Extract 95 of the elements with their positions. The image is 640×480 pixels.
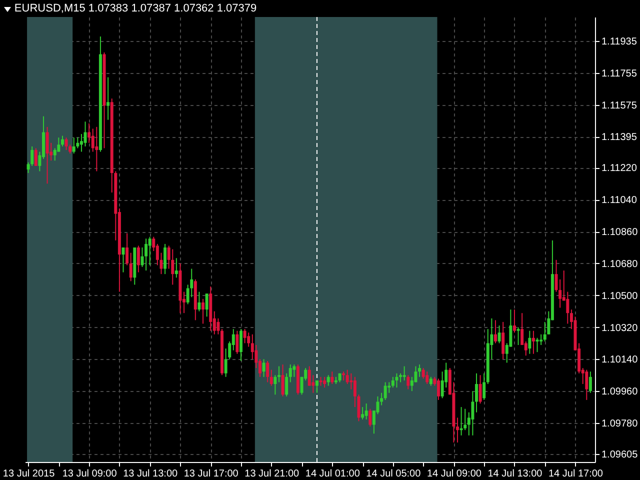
candlestick [164,243,167,275]
candlestick [528,330,532,354]
candlestick [60,135,64,147]
y-tick-label: 1.10320 [602,322,638,334]
candlestick [391,376,394,388]
candlestick [456,417,459,443]
candlestick [80,134,83,152]
candlestick [585,369,588,400]
y-tick-label: 1.11575 [602,100,638,112]
candlestick [95,126,98,172]
candlestick [236,330,239,354]
x-tick-label: 14 Jul 17:00 [548,468,604,480]
x-tick-label: 14 Jul 13:00 [488,468,543,480]
candlestick [126,232,129,266]
candlestick [437,378,440,400]
candlestick [277,366,280,383]
candlestick [129,252,132,282]
candlestick [512,309,516,334]
candlestick [266,360,270,383]
candlestick [53,148,56,162]
candlestick [239,328,242,362]
candlestick [380,392,384,406]
candlestick [418,364,422,378]
candlestick [106,76,110,120]
candlestick [543,321,546,342]
candlestick [174,258,178,278]
candlestick [274,374,277,396]
candlestick [136,245,140,273]
candlestick [202,298,205,324]
candlestick [516,326,520,346]
y-tick-label: 1.09780 [602,418,638,430]
candlestick [361,406,364,420]
y-tick-label: 1.11755 [602,68,638,80]
candlestick [474,372,478,413]
candlestick [34,148,38,166]
candlestick [588,371,592,394]
x-tick-label: 14 Jul 01:00 [305,468,360,480]
candlestick [288,364,292,383]
x-tick-label: 14 Jul 09:00 [426,468,482,480]
x-tick-label: 13 Jul 17:00 [184,468,239,480]
y-tick-label: 1.10680 [602,258,638,270]
x-tick-label: 14 Jul 05:00 [366,468,422,480]
candlestick [122,246,125,273]
candlestick [368,408,372,428]
x-tick-label: 13 Jul 2015 [2,468,56,480]
candlestick [326,374,330,386]
y-tick-label: 1.11395 [602,132,638,144]
candlestick [478,374,482,404]
y-tick-label: 1.11935 [602,36,638,48]
candlestick [482,372,486,400]
candlestick [566,291,570,324]
candlestick [315,380,318,394]
y-tick-label: 1.11220 [602,163,638,174]
candlestick [270,369,273,386]
candlestick [144,238,148,272]
candlestick [384,382,387,400]
candlestick [247,332,250,348]
candlestick [281,364,284,397]
candlestick [243,328,246,344]
x-tick-label: 13 Jul 13:00 [123,468,178,480]
y-tick-label: 1.09960 [602,386,638,398]
candlestick [471,390,474,436]
candlestick [540,334,543,346]
y-tick-label: 1.11040 [602,195,638,206]
candlestick [426,371,429,384]
candlestick [171,248,174,286]
candlestick [46,126,49,184]
candlestick [498,324,501,344]
candlestick [198,291,201,312]
y-tick-label: 1.10860 [602,227,638,238]
candlestick [285,372,288,397]
candlestick [536,337,539,353]
candlestick [64,137,68,150]
candlestick [330,371,334,384]
candlestick [262,358,266,378]
candlestick [140,246,144,268]
candlestick [406,374,410,390]
candlestick [84,121,87,147]
candlestick [72,137,76,154]
y-tick-label: 1.10500 [602,290,638,302]
candlestick [205,293,208,318]
candlestick [402,366,406,381]
candlestick [395,372,398,388]
candlestick [323,376,326,388]
candlestick [494,320,497,344]
candlestick [364,402,368,420]
candlestick [148,236,152,266]
candlestick [502,321,505,360]
y-tick-label: 1.09605 [602,450,638,461]
candlestick [216,318,220,335]
candlestick [532,330,535,354]
x-tick-label: 13 Jul 09:00 [62,468,118,480]
chart-title: EURUSD,M15 1.07383 1.07387 1.07362 1.07379 [14,2,257,14]
x-tick-label: 13 Jul 21:00 [244,468,300,480]
y-tick-label: 1.10140 [602,354,638,366]
